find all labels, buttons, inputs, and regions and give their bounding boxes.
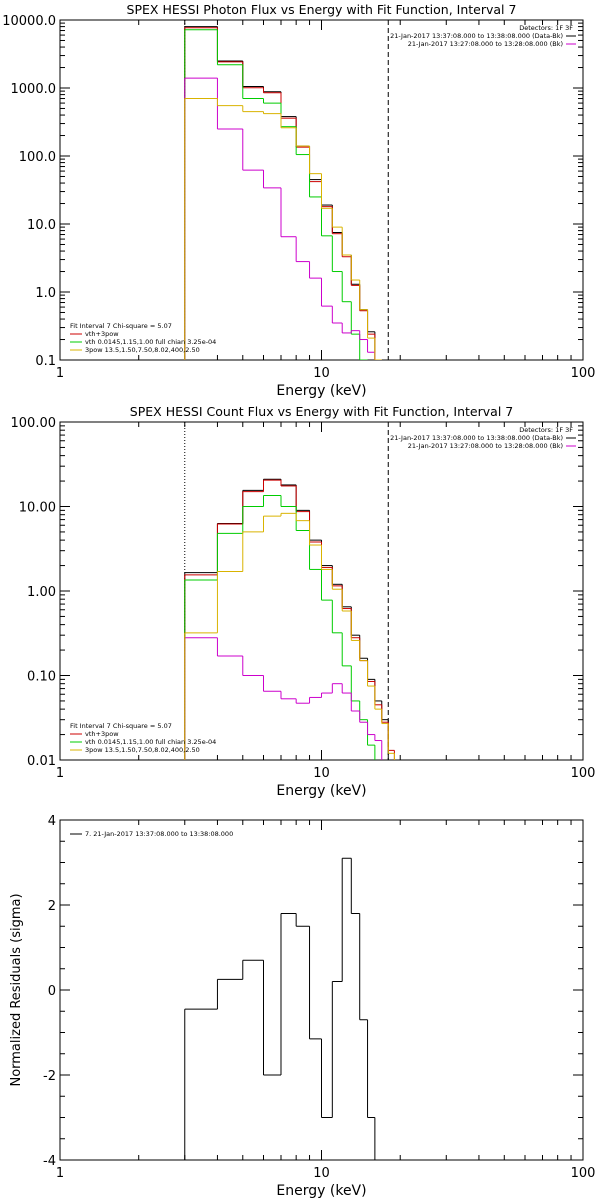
legend-label: 7. 21-Jan-2017 13:37:08.000 to 13:38:08.… xyxy=(85,830,233,838)
x-tick-label: 100 xyxy=(571,1166,596,1181)
legend: 7. 21-Jan-2017 13:37:08.000 to 13:38:08.… xyxy=(70,830,233,838)
x-tick-label: 100 xyxy=(571,766,596,781)
y-tick-label: 0.10 xyxy=(27,670,56,685)
data-area xyxy=(184,26,382,360)
y-tick-label: -4 xyxy=(43,1154,56,1169)
x-axis-label: Energy (keV) xyxy=(276,783,366,799)
legend-label: 3pow 13.5,1.50,7.50,8.02,400,2.50 xyxy=(85,746,200,754)
legend-label: vth+3pow xyxy=(85,730,119,738)
series-4 xyxy=(184,512,395,760)
data-area xyxy=(184,478,395,760)
y-tick-label: 2 xyxy=(48,899,56,914)
y-tick-label: 1.0 xyxy=(35,286,56,301)
legend-fit-label: Fit Interval 7 Chi-square = 5.07 xyxy=(70,322,172,330)
legend-label: vth+3pow xyxy=(85,330,119,338)
y-axis-label: Normalized Residuals (sigma) xyxy=(9,893,24,1086)
legend-label: 3pow 13.5,1.50,7.50,8.02,400,2.50 xyxy=(85,346,200,354)
x-tick-label: 10 xyxy=(313,366,330,381)
series-0 xyxy=(184,857,376,1160)
x-tick-label: 100 xyxy=(571,366,596,381)
x-tick-label: 1 xyxy=(56,766,64,781)
y-tick-label: 100.0 xyxy=(19,150,56,165)
plot-panel-1: SPEX HESSI Photon Flux vs Energy with Fi… xyxy=(2,2,595,399)
x-tick-label: 10 xyxy=(313,1166,330,1181)
series-4 xyxy=(184,98,382,360)
series-2 xyxy=(184,29,368,360)
legend: Fit Interval 7 Chi-square = 5.07vth+3pow… xyxy=(70,722,216,754)
legend-fit-label: Fit Interval 7 Chi-square = 5.07 xyxy=(70,722,172,730)
y-tick-label: 10000.0 xyxy=(2,14,56,29)
y-tick-label: 0.1 xyxy=(35,354,56,369)
interval-label: 21-Jan-2017 13:37:08.000 to 13:38:08.000… xyxy=(390,32,563,40)
legend: Fit Interval 7 Chi-square = 5.07vth+3pow… xyxy=(70,322,216,354)
data-area xyxy=(184,857,376,1160)
series-3 xyxy=(184,77,382,360)
y-tick-label: 100.00 xyxy=(11,416,57,431)
chart-title: SPEX HESSI Photon Flux vs Energy with Fi… xyxy=(127,2,517,17)
x-tick-label: 1 xyxy=(56,366,64,381)
detectors-label: Detectors: 1F 3F xyxy=(519,426,573,434)
y-tick-label: 10.0 xyxy=(27,218,56,233)
y-tick-label: 0 xyxy=(48,984,56,999)
legend-label: vth 0.0145,1.15,1.00 full chian 3.25e-04 xyxy=(85,738,216,746)
y-tick-label: 1000.0 xyxy=(11,82,57,97)
x-tick-label: 1 xyxy=(56,1166,64,1181)
interval-label: 21-Jan-2017 13:27:08.000 to 13:28:08.000… xyxy=(408,442,563,450)
detectors-label: Detectors: 1F 3F xyxy=(519,24,573,32)
interval-label: 21-Jan-2017 13:37:08.000 to 13:38:08.000… xyxy=(390,434,563,442)
series-2 xyxy=(184,494,376,760)
series-0 xyxy=(184,26,376,360)
chart-title: SPEX HESSI Count Flux vs Energy with Fit… xyxy=(130,404,513,419)
x-axis-label: Energy (keV) xyxy=(276,383,366,399)
y-tick-label: 10.00 xyxy=(19,501,56,516)
series-0 xyxy=(184,478,389,760)
y-tick-label: 0.01 xyxy=(27,754,56,769)
y-tick-label: -2 xyxy=(43,1069,56,1084)
y-tick-label: 1.00 xyxy=(27,585,56,600)
plot-panel-3: 1 10 100 Energy (keV) -4 -2 0 2 4 Normalized Resi… xyxy=(9,814,595,1199)
legend-label: vth 0.0145,1.15,1.00 full chian 3.25e-04 xyxy=(85,338,216,346)
x-axis-label: Energy (keV) xyxy=(276,1183,366,1199)
interval-label: 21-Jan-2017 13:27:08.000 to 13:28:08.000… xyxy=(408,40,563,48)
plot-panel-2: SPEX HESSI Count Flux vs Energy with Fit… xyxy=(11,404,596,799)
x-tick-label: 10 xyxy=(313,766,330,781)
y-tick-label: 4 xyxy=(48,814,56,829)
